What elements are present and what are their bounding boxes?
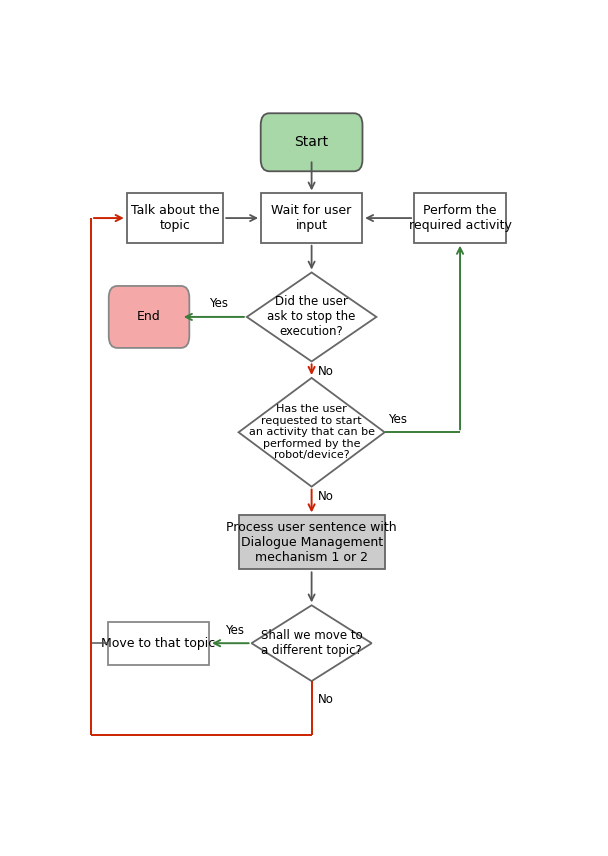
Text: Did the user
ask to stop the
execution?: Did the user ask to stop the execution?	[268, 295, 356, 338]
Polygon shape	[252, 605, 371, 681]
Text: Shall we move to
a different topic?: Shall we move to a different topic?	[261, 629, 362, 657]
Text: End: End	[137, 311, 161, 324]
Text: Wait for user
input: Wait for user input	[272, 204, 351, 232]
Text: Start: Start	[294, 135, 329, 149]
Text: No: No	[318, 490, 334, 503]
Text: Has the user
requested to start
an activity that can be
performed by the
robot/d: Has the user requested to start an activ…	[249, 404, 375, 461]
FancyBboxPatch shape	[261, 113, 362, 171]
Polygon shape	[247, 272, 376, 361]
Bar	[261, 193, 362, 243]
Text: Process user sentence with
Dialogue Management
mechanism 1 or 2: Process user sentence with Dialogue Mana…	[226, 520, 397, 564]
Bar	[108, 621, 209, 664]
Text: Yes: Yes	[389, 413, 407, 426]
Bar	[238, 515, 385, 569]
Text: Perform the
required activity: Perform the required activity	[409, 204, 511, 232]
Text: Yes: Yes	[226, 624, 244, 637]
Text: Move to that topic: Move to that topic	[102, 637, 216, 650]
Text: Yes: Yes	[209, 297, 228, 311]
Bar	[126, 193, 223, 243]
FancyBboxPatch shape	[109, 286, 189, 348]
Text: No: No	[318, 365, 334, 377]
Bar	[414, 193, 506, 243]
Text: No: No	[318, 693, 334, 706]
Text: Talk about the
topic: Talk about the topic	[131, 204, 219, 232]
Polygon shape	[238, 377, 385, 487]
